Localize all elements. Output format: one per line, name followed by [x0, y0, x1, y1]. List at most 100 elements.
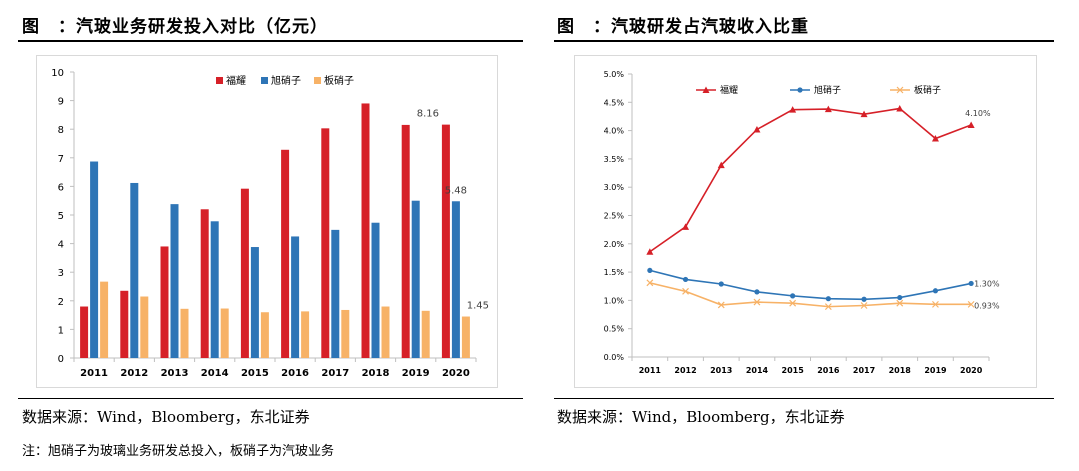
- point-fuyao-2011: [646, 248, 654, 255]
- y-tick-label: 4: [58, 240, 64, 251]
- y-tick-label: 0.0%: [604, 353, 625, 362]
- bar-fuyao-2011: [80, 306, 89, 358]
- bar-nsg-2015: [260, 312, 269, 358]
- x-tick-label: 2015: [782, 366, 805, 375]
- y-tick-label: 9: [58, 97, 64, 108]
- bar-nsg-2011: [100, 281, 109, 358]
- bar-fuyao-2015: [240, 188, 249, 358]
- point-nsg-2020: [967, 300, 975, 308]
- legend-swatch-fuyao: [216, 77, 223, 84]
- right-source-rule: [554, 398, 1054, 399]
- data-label-asahi: 5.48: [445, 185, 467, 196]
- point-fuyao-2015: [789, 106, 797, 113]
- x-tick-label: 2012: [674, 366, 696, 375]
- bar-fuyao-2014: [200, 209, 209, 358]
- right-chart-frame: [574, 55, 1037, 388]
- data-label-asahi: 1.30%: [974, 279, 1000, 288]
- x-tick-label: 2019: [402, 368, 430, 379]
- legend-label-asahi: 旭硝子: [814, 84, 841, 96]
- point-fuyao-2016: [824, 105, 832, 113]
- left-source: 数据来源：Wind，Bloomberg，东北证券: [22, 408, 310, 426]
- y-tick-label: 0: [58, 354, 64, 365]
- data-label-nsg: 1.45: [467, 301, 489, 312]
- y-tick-label: 1: [58, 325, 64, 336]
- point-asahi-2014: [754, 289, 760, 295]
- left-title-rule: [18, 40, 523, 42]
- bar-asahi-2019: [411, 200, 420, 358]
- y-tick-label: 2: [58, 297, 64, 308]
- bar-chart: 0 1 2 3 4 5 6 7 8 9 10 2011 2012 2013 2014 2015 2016 2017…: [51, 68, 489, 379]
- legend-label-nsg: 板硝子: [914, 84, 941, 96]
- point-asahi-2015: [790, 293, 796, 299]
- right-source: 数据来源：Wind，Bloomberg，东北证券: [557, 408, 845, 426]
- point-asahi-2018: [897, 294, 903, 301]
- y-tick-label: 5: [58, 211, 64, 222]
- legend-marker-nsg: [896, 86, 904, 94]
- line-chart: 0.0% 0.5% 1.0% 1.5% 2.0% 2.5% 3.0% 3.5% 4.0% 4.5%…: [604, 70, 1000, 375]
- bar-asahi-2016: [291, 236, 300, 358]
- y-tick-label: 1.0%: [604, 296, 625, 305]
- left-note: 注：旭硝子为玻璃业务研发总投入，板硝子为汽玻业务: [22, 444, 335, 459]
- point-fuyao-2012: [682, 223, 690, 230]
- point-nsg-2019: [932, 300, 939, 308]
- point-asahi-2012: [682, 276, 689, 283]
- legend-label-fuyao: 福耀: [720, 84, 738, 96]
- legend-label-nsg: 板硝子: [324, 74, 354, 87]
- line-fuyao: [649, 107, 972, 253]
- y-tick-label: 4.5%: [604, 98, 625, 107]
- point-nsg-2016: [824, 303, 832, 311]
- bar-nsg-2014: [220, 308, 229, 358]
- point-asahi-2019: [932, 288, 939, 294]
- x-tick-label: 2017: [321, 368, 349, 379]
- x-tick-label: 2017: [853, 366, 875, 375]
- data-label-fuyao: 4.10%: [965, 109, 991, 118]
- point-nsg-2018: [896, 299, 904, 307]
- x-tick-label: 2012: [120, 368, 148, 379]
- point-nsg-2014: [753, 298, 761, 306]
- bar-asahi-2012: [130, 182, 139, 358]
- bar-asahi-2014: [210, 221, 219, 358]
- data-label-nsg: 0.93%: [974, 301, 1000, 310]
- y-tick-label: 3.0%: [604, 183, 625, 192]
- point-fuyao-2013: [717, 161, 725, 169]
- left-source-rule: [18, 398, 523, 399]
- bar-fuyao-2020: [441, 124, 450, 359]
- bar-nsg-2016: [301, 311, 310, 358]
- x-tick-label: 2020: [442, 368, 470, 379]
- x-tick-label: 2018: [362, 368, 390, 379]
- bar-asahi-2013: [170, 204, 179, 358]
- x-tick-label: 2013: [161, 368, 189, 379]
- x-tick-label: 2016: [817, 366, 840, 375]
- left-chart-title: 图 ：汽玻业务研发投入对比（亿元）: [22, 17, 328, 37]
- point-fuyao-2018: [896, 105, 904, 112]
- point-nsg-2013: [717, 301, 725, 309]
- bar-asahi-2011: [90, 161, 99, 358]
- x-tick-label: 2011: [639, 366, 662, 375]
- line-asahi: [649, 269, 972, 301]
- x-tick-label: 2020: [960, 366, 983, 375]
- bar-nsg-2019: [421, 310, 430, 358]
- y-tick-label: 3.5%: [604, 155, 625, 164]
- x-tick-label: 2018: [889, 366, 912, 375]
- point-fuyao-2019: [931, 135, 939, 142]
- point-nsg-2012: [682, 287, 689, 295]
- y-tick-label: 10: [51, 68, 64, 79]
- y-tick-label: 6: [58, 182, 64, 193]
- line-nsg: [649, 282, 972, 308]
- legend-label-fuyao: 福耀: [226, 74, 246, 87]
- legend-swatch-asahi: [261, 77, 268, 84]
- data-label-fuyao: 8.16: [417, 109, 439, 120]
- legend-label-asahi: 旭硝子: [271, 74, 301, 87]
- point-fuyao-2014: [753, 125, 761, 133]
- bar-asahi-2018: [371, 222, 380, 358]
- y-tick-label: 4.0%: [604, 127, 625, 136]
- x-tick-label: 2019: [924, 366, 947, 375]
- point-nsg-2015: [789, 299, 797, 307]
- right-chart-title: 图 ：汽玻研发占汽玻收入比重: [557, 17, 809, 37]
- y-tick-label: 3: [58, 268, 64, 279]
- x-tick-label: 2015: [241, 368, 269, 379]
- point-asahi-2020: [968, 280, 974, 287]
- point-asahi-2016: [825, 296, 831, 302]
- legend-marker-asahi: [797, 87, 803, 93]
- point-asahi-2013: [718, 281, 724, 287]
